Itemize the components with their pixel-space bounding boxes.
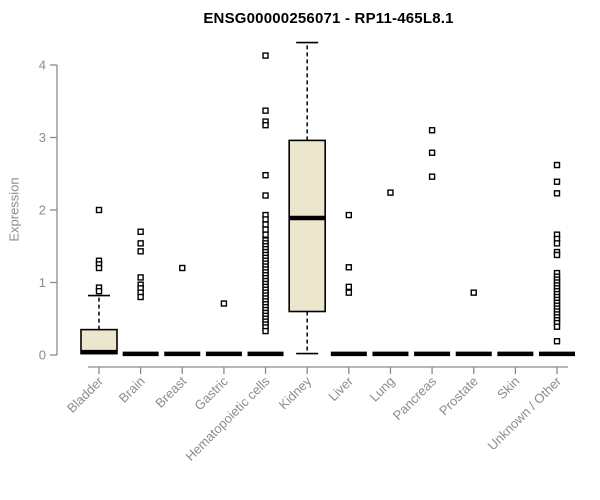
outlier-point [387, 189, 394, 196]
x-tick-label: Pancreas [390, 373, 440, 423]
outlier-point [345, 264, 353, 271]
outlier-point [470, 289, 477, 296]
iqr-box [288, 139, 326, 313]
box-group-unknown-other [539, 161, 575, 357]
y-tick-label: 3 [39, 130, 46, 145]
x-tick-label: Kidney [276, 373, 315, 412]
box-group-bladder [80, 206, 118, 355]
outlier-point [553, 338, 561, 345]
outlier-point [345, 289, 353, 296]
box-group-kidney [288, 41, 326, 355]
outlier-point [95, 264, 103, 272]
outlier-point [428, 173, 436, 180]
x-tick-label: Bladder [64, 373, 107, 416]
box-group-prostate [455, 289, 492, 357]
y-tick-label: 0 [39, 348, 46, 363]
outlier-point [262, 192, 269, 199]
x-tick-label: Unknown / Other [485, 373, 565, 453]
outlier-point [137, 240, 144, 247]
x-tick-label: Prostate [436, 374, 481, 419]
outlier-point [220, 300, 228, 307]
outlier-point [553, 190, 561, 197]
y-axis-title: Expression [6, 177, 22, 242]
box-group-pancreas [414, 127, 451, 357]
x-tick-label: Gastric [191, 373, 231, 413]
outlier-point [428, 127, 436, 134]
y-tick-label: 4 [39, 58, 46, 73]
outlier-point [137, 274, 144, 281]
x-tick-label: Brain [116, 374, 148, 406]
outlier-point [428, 149, 436, 156]
y-tick-label: 1 [39, 275, 46, 290]
outlier-point [137, 248, 144, 255]
box-group-lung [372, 189, 409, 357]
outlier-point [553, 178, 561, 185]
outlier-point [262, 221, 269, 228]
outlier-point [137, 293, 144, 301]
box-group-breast [164, 264, 201, 357]
box-group-liver [330, 211, 367, 357]
outlier-point [262, 52, 269, 59]
outlier-point [553, 161, 561, 169]
outlier-point [262, 216, 269, 223]
outlier-point [95, 288, 103, 295]
box-group-hematopoietic-cells [247, 52, 284, 357]
outlier-point [262, 107, 269, 114]
outlier-point [553, 240, 561, 247]
x-tick-label: Liver [325, 373, 356, 404]
outlier-point [262, 171, 269, 179]
outlier-point [137, 228, 144, 235]
box-group-brain [122, 228, 159, 357]
outlier-point [345, 283, 353, 291]
outlier-point [262, 327, 269, 335]
outlier-point [553, 251, 561, 259]
x-tick-label: Lung [367, 374, 398, 405]
outlier-point [95, 206, 103, 214]
outlier-point [262, 121, 269, 129]
x-tick-label: Breast [152, 373, 189, 410]
outlier-point [262, 226, 269, 233]
chart-title: ENSG00000256071 - RP11-465L8.1 [203, 10, 454, 27]
outlier-point [345, 211, 353, 219]
outlier-point [553, 323, 561, 330]
y-tick-label: 2 [39, 203, 46, 218]
outlier-point [179, 264, 186, 272]
box-group-gastric [205, 300, 242, 357]
outlier-point [262, 231, 269, 238]
x-tick-label: Skin [494, 374, 522, 402]
